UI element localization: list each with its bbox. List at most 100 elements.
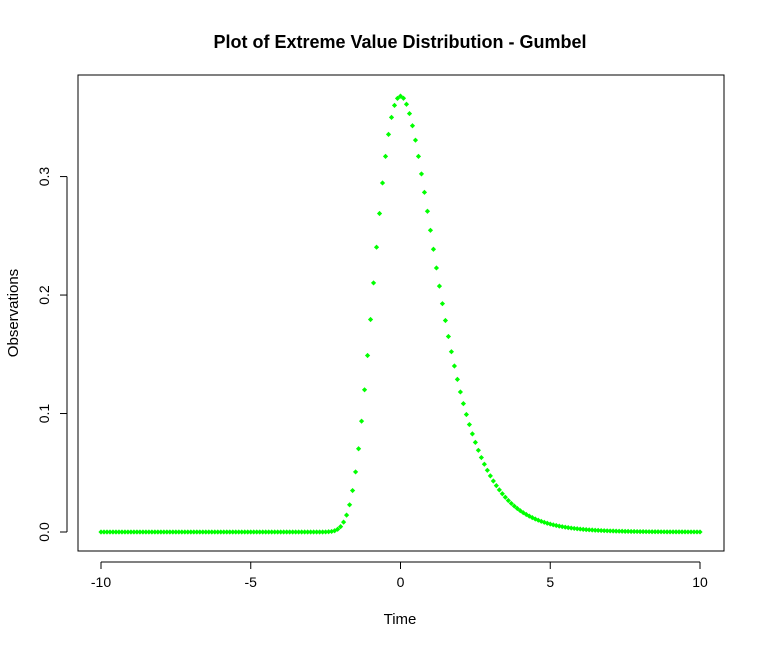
data-point [373,244,380,250]
data-point [655,529,661,535]
data-point [110,529,116,535]
data-point [517,508,523,514]
y-tick-label: 0.3 [36,167,52,187]
y-tick-label: 0.0 [36,522,52,542]
data-point [355,446,362,452]
data-point [406,110,413,117]
data-point [499,491,505,497]
data-point [275,529,281,535]
data-point [254,529,260,535]
data-point [134,529,140,535]
data-point [278,529,284,535]
data-point [119,529,125,535]
data-point [176,529,182,535]
data-point [167,529,173,535]
data-point [394,95,401,101]
data-point [490,478,496,484]
data-point [592,527,598,533]
data-point [400,95,407,101]
data-point [565,525,571,531]
data-point [269,529,275,535]
data-point [224,529,230,535]
data-point [619,528,625,534]
x-axis-label: Time [384,611,417,628]
y-tick-label: 0.2 [36,285,52,305]
data-point [349,487,356,494]
data-point [613,528,619,534]
x-tick-label: -10 [91,574,111,590]
data-point [200,529,206,535]
data-point [260,529,266,535]
x-tick-label: 0 [397,574,405,590]
data-point [694,529,700,535]
data-point [514,505,520,512]
data-point [523,511,529,518]
data-point [320,529,326,535]
data-point [203,529,209,535]
data-point [637,529,643,535]
data-point [640,529,646,535]
data-point [137,529,143,535]
data-point [140,529,146,535]
y-tick-label: 0.1 [36,404,52,424]
data-point [508,500,514,507]
data-point [326,529,332,535]
data-point [164,529,170,535]
data-point [682,529,688,535]
data-point [673,529,679,535]
data-point [308,529,314,535]
data-point [382,153,389,159]
data-point [332,528,338,534]
data-point [245,529,251,535]
data-point [391,102,398,108]
data-point [409,123,416,129]
data-point [574,526,580,532]
data-point [493,483,499,489]
data-point [478,454,484,461]
data-point [604,528,610,534]
data-point [679,529,685,535]
data-point [487,473,493,479]
data-point [149,529,155,535]
data-point [358,418,365,424]
data-point [418,171,425,177]
data-point [439,301,446,307]
data-point [152,529,158,535]
x-tick-label: 5 [546,574,554,590]
data-point [242,529,248,535]
data-point [646,529,652,535]
data-point [212,529,218,535]
data-point [263,529,269,535]
data-point [598,527,604,534]
data-point [266,529,272,535]
x-axis: -10 -5 0 5 10 [91,561,708,590]
data-point [544,520,550,526]
data-point [586,527,592,533]
data-point [158,529,164,535]
data-point [511,503,517,509]
data-point [281,529,287,535]
data-point [697,529,703,535]
data-point [454,376,461,383]
data-point [329,528,335,535]
data-point [221,529,227,535]
data-point [475,447,481,453]
data-point [634,528,640,535]
data-point [379,180,386,186]
data-point [430,246,437,252]
data-point [457,389,463,395]
chart-title: Plot of Extreme Value Distribution - Gum… [213,32,586,52]
data-point [649,529,655,535]
data-point [251,529,257,535]
y-axis-label: Observations [5,269,22,357]
data-point [643,529,649,535]
data-point [412,137,419,143]
data-point [436,283,443,289]
data-point [146,529,152,535]
data-point [610,528,616,534]
data-point [427,227,434,233]
data-point [403,101,410,107]
data-point [125,529,131,535]
data-point [550,522,556,528]
